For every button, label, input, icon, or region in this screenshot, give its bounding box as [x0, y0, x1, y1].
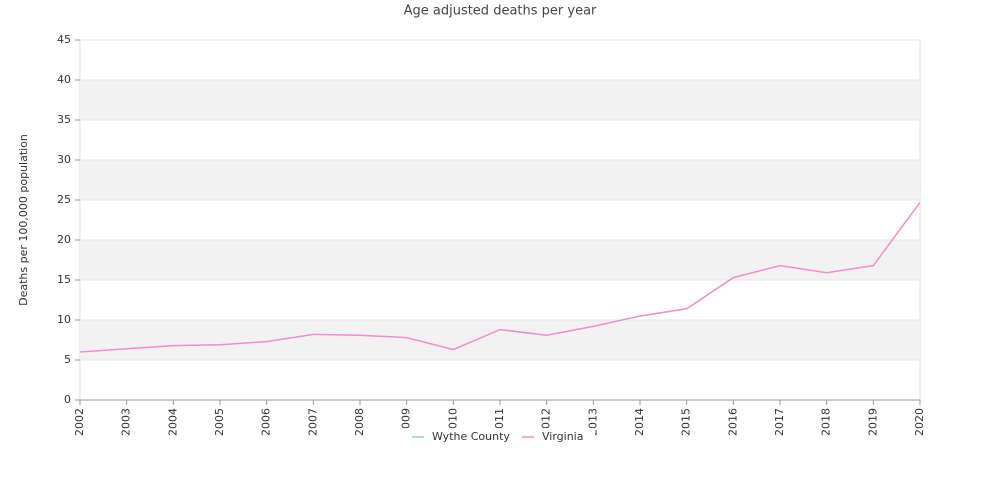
x-tick-label: 2008 [353, 408, 366, 436]
grid-band [80, 160, 920, 200]
x-tick-label: 2002 [73, 408, 86, 436]
y-tick-label: 10 [57, 313, 71, 326]
x-tick-label: 2004 [166, 408, 179, 436]
y-tick-label: 45 [57, 33, 71, 46]
y-axis-label: Deaths per 100,000 population [17, 134, 30, 306]
x-tick-label: 2007 [306, 408, 319, 436]
x-tick-label: 2020 [913, 408, 926, 436]
grid-band [80, 80, 920, 120]
legend: Wythe County Virginia [400, 428, 595, 446]
x-tick-label: 2006 [260, 408, 273, 436]
legend-label: Wythe County [432, 430, 510, 443]
y-tick-label: 40 [57, 73, 71, 86]
series-line [79, 201, 921, 353]
grid-band [80, 320, 920, 360]
x-tick-label: 2005 [213, 408, 226, 436]
x-tick-label: 2018 [820, 408, 833, 436]
legend-label: Virginia [542, 430, 583, 443]
chart-title: Age adjusted deaths per year [404, 4, 597, 19]
x-tick-label: 2015 [680, 408, 693, 436]
x-tick-label: 2016 [726, 408, 739, 436]
x-tick-label: 2019 [866, 408, 879, 436]
y-tick-label: 15 [57, 273, 71, 286]
y-tick-label: 0 [64, 393, 71, 406]
y-tick-label: 30 [57, 153, 71, 166]
y-tick-label: 25 [57, 193, 71, 206]
x-tick-label: 2017 [773, 408, 786, 436]
grid-band [80, 240, 920, 280]
x-tick-label: 2014 [633, 408, 646, 436]
x-tick-label: 2003 [120, 408, 133, 436]
legend-background [400, 428, 595, 446]
y-tick-label: 20 [57, 233, 71, 246]
y-tick-label: 35 [57, 113, 71, 126]
y-tick-label: 5 [64, 353, 71, 366]
